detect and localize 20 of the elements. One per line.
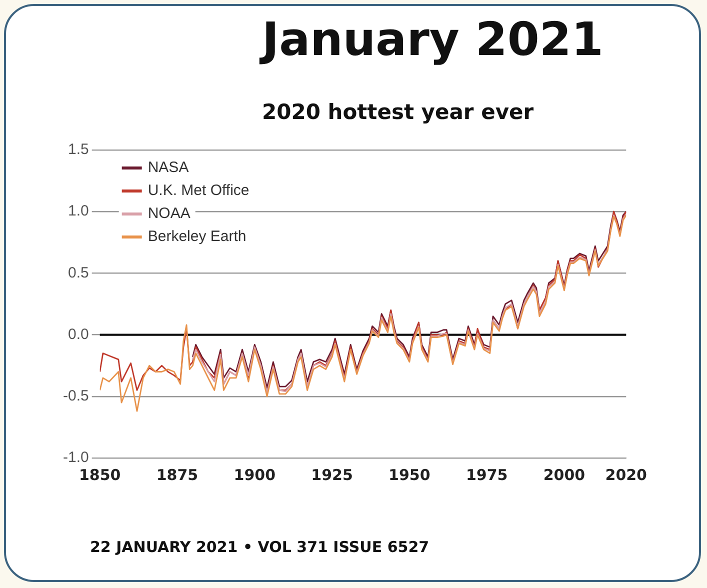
legend-label: U.K. Met Office bbox=[148, 182, 250, 200]
x-tick-label: 2020 bbox=[605, 466, 647, 484]
x-tick-label: 1950 bbox=[388, 466, 430, 484]
x-tick-label: 1850 bbox=[78, 466, 121, 484]
x-tick-label: 1875 bbox=[156, 466, 198, 484]
y-tick-label: -1.0 bbox=[62, 449, 89, 466]
y-tick-label: 0.0 bbox=[68, 326, 89, 343]
x-tick-label: 2000 bbox=[543, 466, 586, 484]
text: 22 JANUARY 2021 • VOL 371 ISSUE 6527 bbox=[90, 538, 430, 556]
x-tick-label: 1925 bbox=[311, 466, 353, 484]
y-tick-label: 0.5 bbox=[68, 264, 89, 282]
y-tick-label: -0.5 bbox=[62, 388, 89, 405]
chart-subtitle: 2020 hottest year ever bbox=[262, 100, 534, 124]
x-tick-label: 1975 bbox=[466, 466, 508, 484]
legend-label: NOAA bbox=[148, 205, 190, 222]
legend-label: NASA bbox=[148, 159, 189, 176]
x-tick-label: 1900 bbox=[234, 466, 276, 484]
y-tick-label: 1.5 bbox=[68, 141, 89, 158]
legend-label: Berkeley Earth bbox=[148, 228, 246, 246]
y-tick-label: 1.0 bbox=[68, 202, 89, 220]
